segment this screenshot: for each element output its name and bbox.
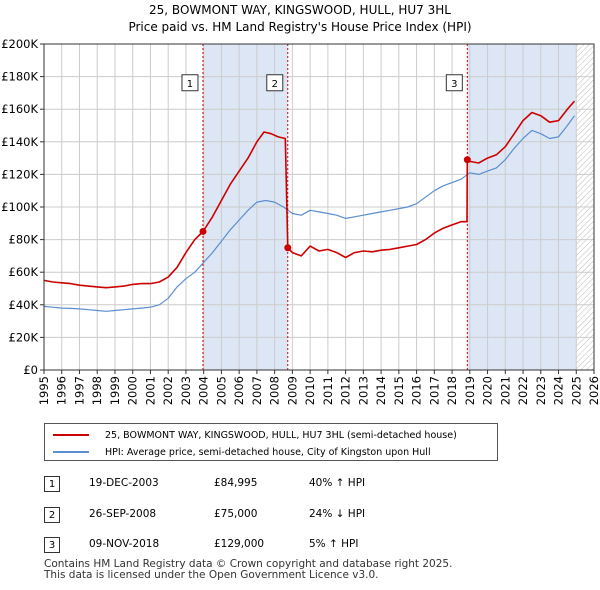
x-tick-label: 2007 [250,376,264,405]
x-tick-label: 1999 [108,376,122,405]
hpi-line [43,115,575,312]
x-tick-label: 2001 [143,376,157,405]
y-tick-label: £160K [1,102,38,116]
footer-copyright: Contains HM Land Registry data © Crown c… [44,558,453,570]
footer-licence: This data is licensed under the Open Gov… [44,569,379,581]
legend: 25, BOWMONT WAY, KINGSWOOD, HULL, HU7 3H… [44,423,498,461]
sale-point-1 [199,227,207,235]
transaction-hpi: 5% ↑ HPI [309,538,359,550]
y-tick-label: £80K [9,233,39,247]
x-tick-label: 2021 [498,376,512,405]
x-tick-label: 2003 [179,376,193,405]
price-paid-line [43,100,576,289]
y-tick-label: £40K [9,298,39,312]
y-tick-label: £200K [1,37,38,51]
transaction-price: £129,000 [214,538,265,550]
y-tick-label: £100K [1,200,38,214]
sale-marker-box-2 [266,74,284,92]
price-chart: 25, BOWMONT WAY, KINGSWOOD, HULL, HU7 3H… [1,3,600,405]
x-tick-label: 2000 [126,376,140,405]
x-tick-label: 2016 [410,376,424,405]
legend-item-hpi: HPI: Average price, semi-detached house,… [53,444,431,460]
transaction-date: 26-SEP-2008 [89,508,157,520]
transaction-row: 3 09-NOV-2018 £129,000 5% ↑ HPI [44,537,484,555]
legend-item-property: 25, BOWMONT WAY, KINGSWOOD, HULL, HU7 3H… [53,427,457,443]
transaction-number: 3 [44,537,60,553]
x-tick-label: 1995 [37,376,51,405]
transaction-row: 2 26-SEP-2008 £75,000 24% ↓ HPI [44,507,484,525]
transaction-price: £75,000 [214,508,258,520]
x-tick-label: 2004 [197,376,211,405]
sale-marker-label-2: 2 [272,79,278,90]
x-tick-label: 2012 [339,376,353,405]
x-tick-label: 2023 [534,376,548,405]
legend-red-label: 25, BOWMONT WAY, KINGSWOOD, HULL, HU7 3H… [105,429,457,441]
transaction-date: 19-DEC-2003 [89,477,159,489]
x-tick-label: 2013 [356,376,370,405]
y-tick-label: £120K [1,167,38,181]
sale-point-3 [463,156,471,164]
transaction-hpi: 24% ↓ HPI [309,508,366,520]
sale-marker-box-3 [445,74,463,92]
y-tick-label: £20K [9,330,39,344]
x-tick-label: 1997 [72,376,86,405]
sale-point-2 [284,244,292,252]
x-tick-label: 2018 [445,376,459,405]
x-tick-label: 2002 [161,376,175,405]
transaction-hpi: 40% ↑ HPI [309,477,366,489]
x-tick-label: 2017 [427,376,441,405]
y-tick-label: £180K [1,70,38,84]
x-tick-label: 2011 [321,376,335,405]
x-tick-label: 2015 [392,376,406,405]
x-tick-label: 2008 [268,376,282,405]
chart-title: 25, BOWMONT WAY, KINGSWOOD, HULL, HU7 3H… [149,3,451,17]
x-tick-label: 2010 [303,376,317,405]
transaction-number: 1 [44,476,60,492]
x-tick-label: 1996 [55,376,69,405]
transaction-price: £84,995 [214,477,258,489]
y-tick-label: £140K [1,135,38,149]
y-tick-label: £0 [23,363,38,377]
sale-marker-label-3: 3 [451,79,457,90]
footer: Contains HM Land Registry data © Crown c… [44,559,452,581]
legend-blue-label: HPI: Average price, semi-detached house,… [105,446,431,458]
legend-red-swatch [53,434,89,436]
legend-blue-swatch [53,451,89,453]
transaction-row: 1 19-DEC-2003 £84,995 40% ↑ HPI [44,476,484,494]
x-tick-label: 2009 [285,376,299,405]
x-tick-label: 2014 [374,376,388,405]
x-tick-label: 2026 [587,376,600,405]
x-tick-label: 2005 [214,376,228,405]
transaction-number: 2 [44,507,60,523]
x-tick-label: 2006 [232,376,246,405]
x-tick-label: 2022 [516,376,530,405]
transaction-date: 09-NOV-2018 [89,538,160,550]
x-tick-label: 2019 [463,376,477,405]
x-tick-label: 1998 [90,376,104,405]
x-tick-label: 2020 [481,376,495,405]
y-tick-label: £60K [9,265,39,279]
sale-marker-box-1 [181,74,199,92]
chart-subtitle: Price paid vs. HM Land Registry's House … [128,20,471,34]
x-tick-label: 2025 [569,376,583,405]
sale-marker-label-1: 1 [187,79,193,90]
x-tick-label: 2024 [552,376,566,405]
